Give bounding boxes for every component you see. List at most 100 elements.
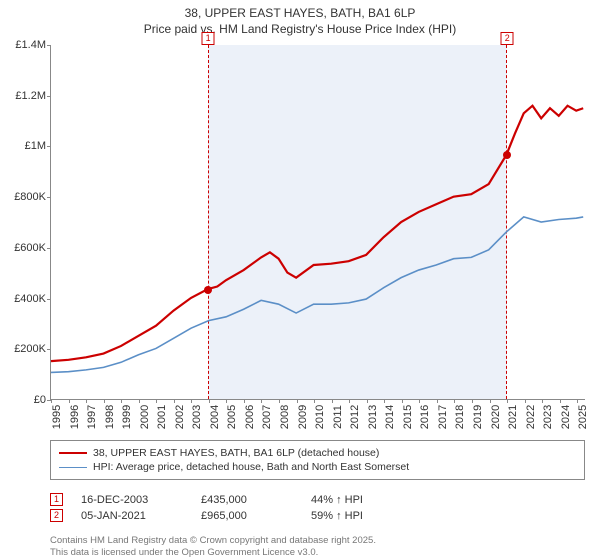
y-tick-label: £1M	[6, 140, 46, 152]
x-tick-label: 1997	[86, 405, 98, 429]
x-tick-mark	[297, 399, 298, 403]
x-tick-mark	[209, 399, 210, 403]
event-delta: 44% ↑ HPI	[311, 494, 363, 506]
legend-swatch-2	[59, 467, 87, 468]
x-tick-label: 2024	[560, 405, 572, 429]
data-point-dot	[204, 286, 212, 294]
x-tick-mark	[437, 399, 438, 403]
x-tick-mark	[542, 399, 543, 403]
series-hpi	[51, 217, 583, 373]
x-tick-label: 1995	[51, 405, 63, 429]
x-tick-mark	[121, 399, 122, 403]
x-tick-label: 2011	[332, 405, 344, 429]
x-tick-mark	[402, 399, 403, 403]
x-tick-mark	[472, 399, 473, 403]
x-tick-label: 2010	[314, 405, 326, 429]
x-tick-label: 2016	[419, 405, 431, 429]
x-tick-mark	[525, 399, 526, 403]
x-tick-mark	[244, 399, 245, 403]
y-tick-label: £800K	[6, 191, 46, 203]
x-tick-label: 1998	[104, 405, 116, 429]
event-date: 16-DEC-2003	[81, 494, 201, 506]
y-tick-mark	[47, 146, 51, 147]
x-tick-mark	[490, 399, 491, 403]
x-tick-mark	[560, 399, 561, 403]
chart-lines	[51, 45, 585, 399]
event-date: 05-JAN-2021	[81, 510, 201, 522]
x-tick-mark	[174, 399, 175, 403]
x-tick-label: 2025	[577, 405, 589, 429]
event-price: £435,000	[201, 494, 311, 506]
x-tick-label: 2012	[349, 405, 361, 429]
y-tick-mark	[47, 248, 51, 249]
x-tick-mark	[156, 399, 157, 403]
x-tick-label: 2008	[279, 405, 291, 429]
event-num-box: 1	[50, 493, 63, 506]
x-tick-mark	[349, 399, 350, 403]
y-tick-label: £1.2M	[6, 90, 46, 102]
legend-label-2: HPI: Average price, detached house, Bath…	[93, 461, 409, 473]
x-tick-label: 2020	[490, 405, 502, 429]
event-flag-2: 2	[501, 32, 514, 45]
event-row: 1 16-DEC-2003£435,00044% ↑ HPI	[50, 493, 363, 506]
legend-item-1: 38, UPPER EAST HAYES, BATH, BA1 6LP (det…	[59, 447, 576, 459]
event-delta: 59% ↑ HPI	[311, 510, 363, 522]
x-tick-mark	[226, 399, 227, 403]
x-tick-mark	[69, 399, 70, 403]
legend-label-1: 38, UPPER EAST HAYES, BATH, BA1 6LP (det…	[93, 447, 379, 459]
x-tick-label: 2002	[174, 405, 186, 429]
event-table: 1 16-DEC-2003£435,00044% ↑ HPI 2 05-JAN-202…	[50, 490, 363, 525]
event-row: 2 05-JAN-2021£965,00059% ↑ HPI	[50, 509, 363, 522]
x-tick-mark	[454, 399, 455, 403]
x-tick-mark	[51, 399, 52, 403]
y-tick-mark	[47, 96, 51, 97]
x-tick-label: 2007	[261, 405, 273, 429]
x-tick-label: 2021	[507, 405, 519, 429]
data-point-dot	[503, 151, 511, 159]
x-tick-mark	[139, 399, 140, 403]
chart-plot-area: £0£200K£400K£600K£800K£1M£1.2M£1.4M19951…	[50, 45, 585, 400]
y-tick-label: £600K	[6, 242, 46, 254]
footer-line-1: Contains HM Land Registry data © Crown c…	[50, 535, 376, 546]
x-tick-mark	[577, 399, 578, 403]
event-flag-1: 1	[202, 32, 215, 45]
legend-box: 38, UPPER EAST HAYES, BATH, BA1 6LP (det…	[50, 440, 585, 480]
x-tick-label: 2004	[209, 405, 221, 429]
x-tick-mark	[279, 399, 280, 403]
chart-title-1: 38, UPPER EAST HAYES, BATH, BA1 6LP	[0, 0, 600, 22]
y-tick-label: £400K	[6, 293, 46, 305]
x-tick-label: 2015	[402, 405, 414, 429]
y-tick-label: £0	[6, 394, 46, 406]
legend-swatch-1	[59, 452, 87, 454]
x-tick-mark	[367, 399, 368, 403]
x-tick-mark	[104, 399, 105, 403]
x-tick-label: 2019	[472, 405, 484, 429]
x-tick-mark	[261, 399, 262, 403]
x-tick-mark	[86, 399, 87, 403]
x-tick-label: 2003	[191, 405, 203, 429]
x-tick-label: 2017	[437, 405, 449, 429]
y-tick-label: £1.4M	[6, 39, 46, 51]
x-tick-mark	[384, 399, 385, 403]
x-tick-label: 2014	[384, 405, 396, 429]
x-tick-label: 2000	[139, 405, 151, 429]
x-tick-label: 2005	[226, 405, 238, 429]
y-tick-mark	[47, 299, 51, 300]
legend-item-2: HPI: Average price, detached house, Bath…	[59, 461, 576, 473]
x-tick-label: 2018	[454, 405, 466, 429]
x-tick-label: 2009	[297, 405, 309, 429]
x-tick-label: 2022	[525, 405, 537, 429]
x-tick-mark	[314, 399, 315, 403]
x-tick-mark	[332, 399, 333, 403]
x-tick-mark	[507, 399, 508, 403]
x-tick-label: 2013	[367, 405, 379, 429]
x-tick-label: 2006	[244, 405, 256, 429]
footer-line-2: This data is licensed under the Open Gov…	[50, 547, 376, 558]
y-tick-mark	[47, 45, 51, 46]
x-tick-label: 2023	[542, 405, 554, 429]
event-price: £965,000	[201, 510, 311, 522]
series-price_paid	[51, 106, 583, 361]
x-tick-mark	[419, 399, 420, 403]
footer-text: Contains HM Land Registry data © Crown c…	[50, 535, 376, 558]
event-num-box: 2	[50, 509, 63, 522]
